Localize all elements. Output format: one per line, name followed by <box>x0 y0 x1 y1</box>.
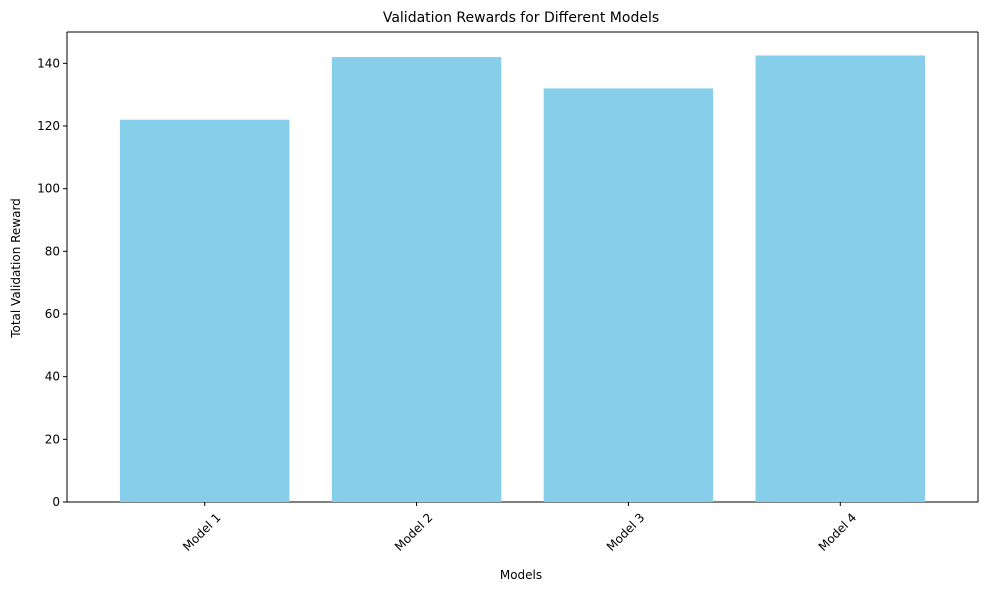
y-tick-label: 20 <box>45 432 60 446</box>
bar-3 <box>543 88 714 503</box>
y-tick-label: 140 <box>37 56 60 70</box>
y-tick-label: 60 <box>45 307 60 321</box>
bars-layer <box>119 55 926 503</box>
y-axis-label: Total Validation Reward <box>9 198 23 339</box>
y-tick-label: 80 <box>45 244 60 258</box>
bar-4 <box>755 55 926 502</box>
y-tick-label: 100 <box>37 182 60 196</box>
bar-1 <box>119 119 290 502</box>
chart-title: Validation Rewards for Different Models <box>383 10 659 26</box>
y-tick-label: 120 <box>37 119 60 133</box>
bar-2 <box>331 57 502 503</box>
x-tick-label: Model 1 <box>180 510 223 553</box>
x-axis-label: Models <box>500 568 542 582</box>
y-tick-label: 40 <box>45 370 60 384</box>
x-tick-label: Model 3 <box>604 510 647 553</box>
x-axis: Model 1 Model 2 Model 3 Model 4 <box>180 502 859 554</box>
y-axis: 0 20 40 60 80 100 120 140 <box>37 56 67 509</box>
x-tick-label: Model 4 <box>816 510 859 553</box>
x-tick-label: Model 2 <box>392 510 435 553</box>
y-tick-label: 0 <box>52 495 60 509</box>
